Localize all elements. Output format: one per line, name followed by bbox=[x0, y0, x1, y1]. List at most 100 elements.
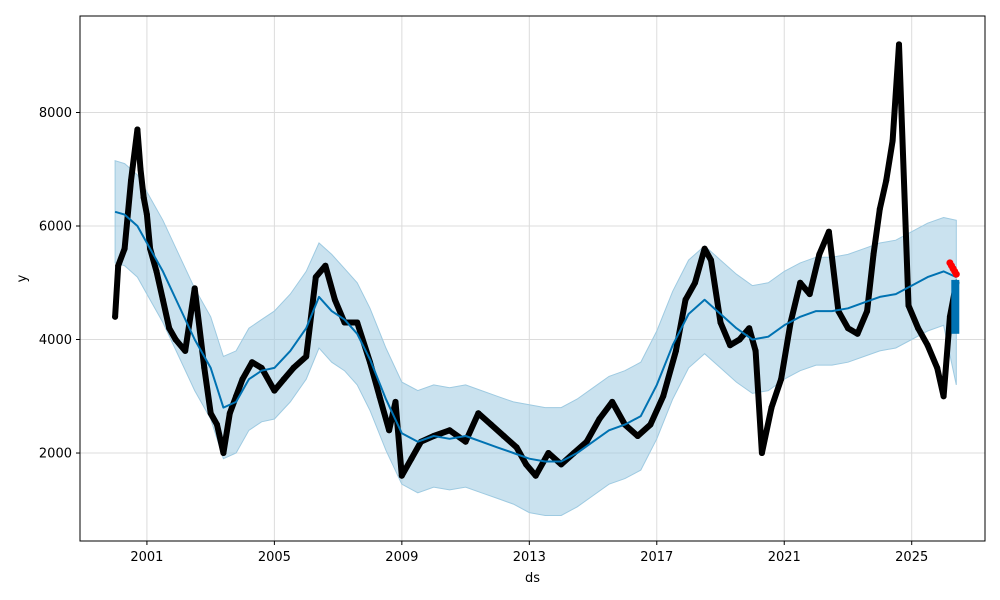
observed-point bbox=[398, 472, 405, 479]
observed-points bbox=[112, 41, 960, 479]
observed-point bbox=[717, 319, 724, 326]
plot-frame bbox=[79, 15, 986, 542]
observed-point bbox=[682, 296, 689, 303]
observed-point bbox=[249, 359, 256, 366]
observed-point bbox=[140, 194, 147, 201]
observed-point bbox=[806, 291, 813, 298]
x-tick-label: 2025 bbox=[895, 550, 928, 565]
observed-point bbox=[692, 279, 698, 286]
observed-point bbox=[797, 279, 804, 286]
x-tick-label: 2009 bbox=[385, 550, 418, 565]
observed-point bbox=[312, 274, 319, 281]
uncertainty-band bbox=[114, 160, 957, 516]
observed-point bbox=[701, 245, 708, 252]
observed-point bbox=[500, 433, 507, 439]
x-tick-label: 2021 bbox=[768, 550, 801, 565]
observed-point bbox=[825, 228, 832, 235]
observed-point bbox=[115, 262, 122, 269]
observed-point bbox=[121, 245, 128, 252]
observed-point bbox=[708, 257, 714, 264]
forecast-horizon-block bbox=[951, 279, 960, 334]
observed-point bbox=[220, 450, 227, 456]
observed-point bbox=[354, 319, 361, 326]
observed-point bbox=[303, 353, 310, 360]
observed-point bbox=[727, 342, 734, 349]
observed-point bbox=[736, 336, 743, 343]
observed-point bbox=[239, 376, 246, 383]
observed-point bbox=[513, 444, 520, 451]
observed-point bbox=[280, 376, 287, 383]
observed-point bbox=[752, 347, 759, 354]
observed-point bbox=[322, 262, 329, 269]
observed-point bbox=[226, 410, 233, 417]
observed-point bbox=[915, 325, 922, 332]
observed-point bbox=[647, 421, 654, 428]
observed-point bbox=[596, 416, 603, 422]
y-axis-label: y bbox=[15, 274, 30, 282]
observed-point bbox=[845, 325, 851, 332]
observed-point bbox=[166, 325, 173, 332]
observed-point bbox=[876, 206, 883, 212]
observed-point bbox=[583, 438, 590, 445]
observed-point bbox=[488, 421, 495, 428]
observed-point bbox=[746, 325, 753, 332]
observed-point bbox=[475, 410, 482, 417]
observed-point bbox=[870, 251, 877, 258]
y-tick-label: 4000 bbox=[39, 333, 72, 348]
observed-point bbox=[634, 433, 641, 439]
forecast-trend-line bbox=[114, 210, 957, 463]
recent-point bbox=[952, 270, 960, 278]
observed-point bbox=[191, 285, 198, 292]
axis-ticks: 2001 2005 2009 2013 2017 2021 2025 2000 4000 6000… bbox=[39, 106, 928, 565]
observed-point bbox=[172, 336, 179, 343]
recent-points bbox=[946, 259, 960, 278]
observed-point bbox=[672, 347, 679, 354]
observed-point bbox=[609, 398, 616, 405]
observed-point bbox=[924, 342, 931, 349]
x-tick-label: 2017 bbox=[640, 550, 673, 565]
observed-point bbox=[128, 177, 134, 184]
observed-point bbox=[883, 177, 890, 184]
observed-point bbox=[271, 387, 278, 394]
observed-point bbox=[778, 376, 785, 383]
observed-point bbox=[153, 268, 160, 275]
observed-point bbox=[182, 347, 189, 354]
observed-point bbox=[386, 427, 393, 434]
observed-point bbox=[523, 461, 530, 468]
observed-point bbox=[934, 364, 941, 371]
observed-point bbox=[545, 450, 552, 456]
observed-point bbox=[758, 450, 765, 456]
observed-point bbox=[134, 126, 141, 133]
observed-point bbox=[207, 410, 214, 417]
observed-point bbox=[462, 438, 469, 445]
observed-point bbox=[940, 393, 947, 400]
y-tick-label: 8000 bbox=[39, 106, 72, 121]
x-tick-label: 2001 bbox=[130, 550, 163, 565]
observed-point bbox=[143, 211, 150, 218]
observed-point bbox=[896, 41, 902, 48]
observed-point bbox=[376, 393, 383, 400]
y-tick-label: 6000 bbox=[39, 220, 72, 235]
observed-point bbox=[159, 296, 166, 303]
observed-point bbox=[446, 427, 453, 434]
observed-point bbox=[854, 330, 861, 337]
observed-point bbox=[201, 364, 208, 371]
observed-point bbox=[905, 302, 912, 309]
observed-point bbox=[532, 472, 539, 479]
observed-point bbox=[660, 393, 667, 400]
y-tick-label: 2000 bbox=[39, 447, 72, 462]
observed-point bbox=[864, 308, 871, 315]
observed-point bbox=[558, 461, 565, 468]
observed-point bbox=[112, 313, 119, 320]
observed-point bbox=[137, 166, 144, 173]
observed-point bbox=[214, 421, 220, 428]
x-tick-label: 2005 bbox=[258, 550, 291, 565]
x-axis-label: ds bbox=[525, 571, 540, 586]
observed-point bbox=[408, 455, 415, 462]
observed-point bbox=[290, 364, 297, 371]
uncertainty-band-area bbox=[114, 160, 957, 516]
observed-point bbox=[392, 398, 399, 405]
forecast-line bbox=[114, 210, 960, 463]
observed-point bbox=[816, 251, 823, 258]
